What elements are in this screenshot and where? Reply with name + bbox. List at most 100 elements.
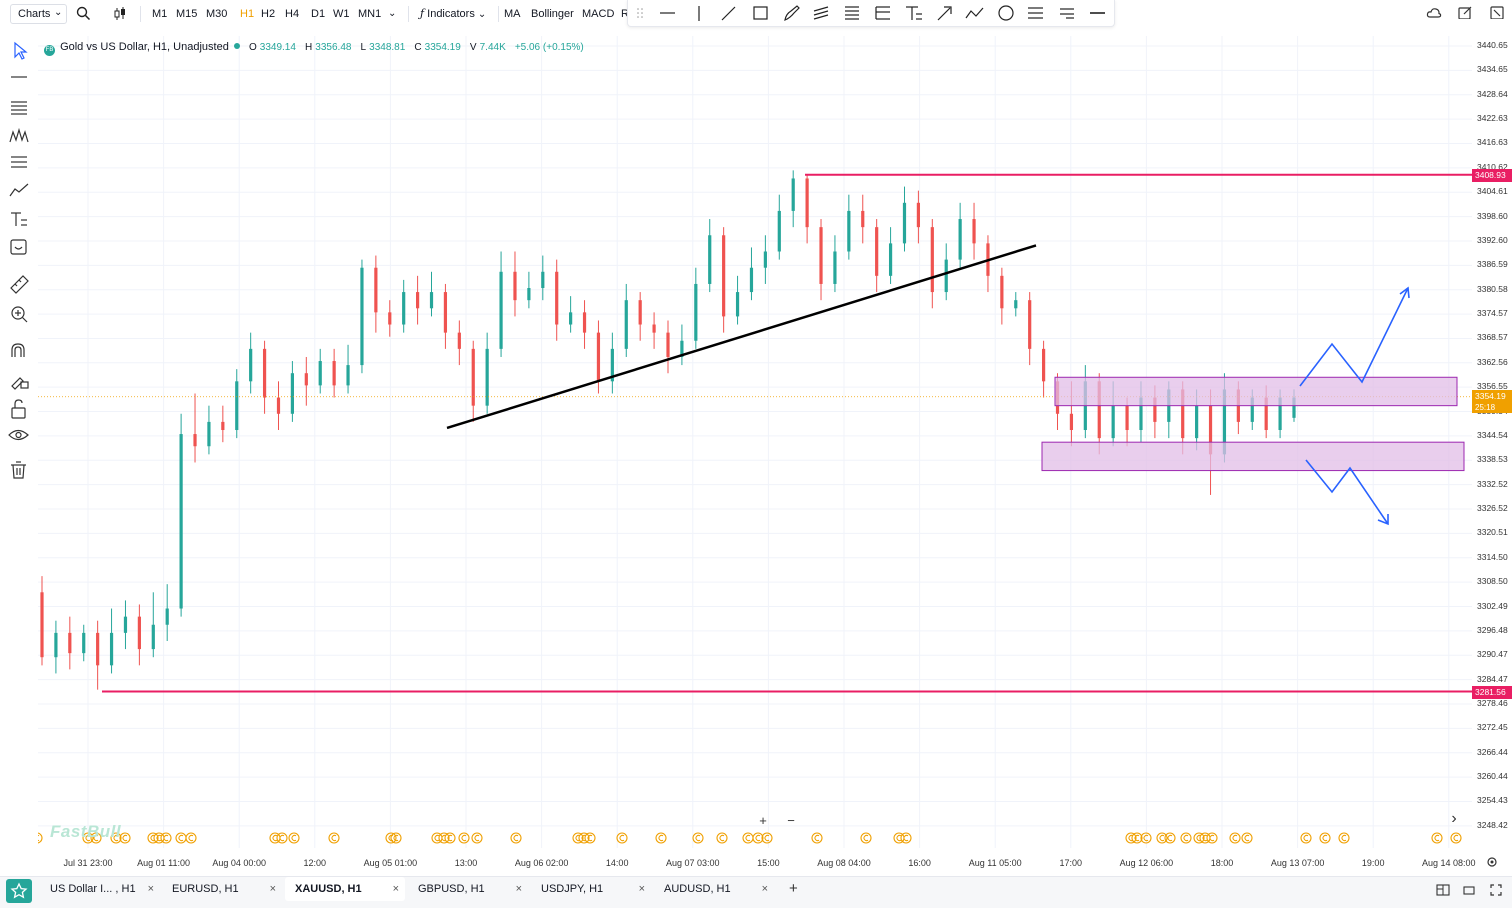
event-marker-glyph xyxy=(113,834,119,842)
candle-body xyxy=(1139,397,1143,431)
zoom-in-button[interactable]: + xyxy=(759,813,767,828)
high-value: 3356.48 xyxy=(315,42,352,53)
tab-close-icon[interactable]: × xyxy=(269,883,276,895)
candle-body xyxy=(96,632,100,666)
tab-close-icon[interactable]: × xyxy=(392,883,399,895)
event-marker-icon xyxy=(1125,832,1137,844)
time-tick-label: Aug 14 08:00 xyxy=(1422,858,1476,868)
chart-tab-1[interactable]: US Dollar I... , H1 × xyxy=(40,877,160,901)
price-tick-label: 3386.59 xyxy=(1477,259,1508,270)
chart-tab-3[interactable]: XAUUSD, H1 × xyxy=(285,877,405,901)
event-marker-glyph xyxy=(38,834,40,842)
timeframe-d1-button[interactable]: D1 xyxy=(311,8,326,20)
candle-type-icon[interactable] xyxy=(112,6,128,20)
event-marker-glyph xyxy=(1159,834,1165,842)
study-bollinger-button[interactable]: Bollinger xyxy=(531,8,574,20)
price-chart[interactable] xyxy=(38,36,1472,848)
candle-body xyxy=(165,608,169,625)
candle-body xyxy=(749,267,754,293)
indicators-button[interactable]: ƒ Indicators ⌄ xyxy=(420,7,486,21)
charts-dropdown[interactable]: Charts ⌄ xyxy=(10,4,68,24)
draw-lock-icon xyxy=(11,377,29,390)
zoom-out-button[interactable]: − xyxy=(787,813,795,828)
chart-tab-6[interactable]: AUDUSD, H1 × xyxy=(654,877,774,901)
candle-body xyxy=(888,243,893,276)
timeframe-m30-button[interactable]: M30 xyxy=(206,8,228,20)
event-marker-icon xyxy=(82,832,94,844)
fib-icon xyxy=(11,156,27,168)
tab-close-icon[interactable]: × xyxy=(761,883,768,895)
event-marker-glyph xyxy=(93,834,99,842)
candle-body xyxy=(290,373,294,414)
fastbull-logo-icon: FB xyxy=(44,45,55,56)
event-marker-glyph xyxy=(1202,834,1208,842)
timeframe-m1-button[interactable]: M1 xyxy=(152,8,168,20)
chart-tab-2[interactable]: EURUSD, H1 × xyxy=(162,877,282,901)
tab-close-icon[interactable]: × xyxy=(147,883,154,895)
price-tick-label: 3344.54 xyxy=(1477,429,1508,440)
time-axis[interactable]: Jul 31 23:00 Aug 01 11:00 Aug 04 00:00 12:0… xyxy=(38,852,1475,872)
chart-tab-5[interactable]: USDJPY, H1 × xyxy=(531,877,651,901)
symbol-title[interactable]: Gold vs US Dollar, H1, Unadjusted xyxy=(60,41,229,53)
share-icon[interactable] xyxy=(1457,5,1473,19)
settings-icon[interactable] xyxy=(1485,855,1499,869)
timeframe-more-button[interactable]: ⌄ xyxy=(388,8,397,19)
trend-line-tool-icon xyxy=(721,6,736,21)
candle-body xyxy=(1195,405,1199,439)
candle-body xyxy=(443,292,448,333)
timeframe-mn1-button[interactable]: MN1 xyxy=(358,8,382,20)
search-icon[interactable] xyxy=(76,6,91,20)
timeframe-h2-button[interactable]: H2 xyxy=(261,8,276,20)
layout-icon[interactable] xyxy=(1436,883,1450,897)
event-marker-glyph xyxy=(863,834,869,842)
favorites-button[interactable] xyxy=(6,879,32,903)
candle-body xyxy=(499,271,503,349)
time-tick-label: 18:00 xyxy=(1210,858,1234,868)
candle-body xyxy=(1278,397,1282,431)
tab-close-icon[interactable]: × xyxy=(515,883,522,895)
time-tick-label: 14:00 xyxy=(605,858,629,868)
fullscreen-icon[interactable] xyxy=(1489,5,1505,19)
price-tick-label: 3440.65 xyxy=(1477,40,1508,50)
event-marker-glyph xyxy=(695,834,701,842)
event-marker-glyph xyxy=(1183,834,1189,842)
scroll-right-button[interactable]: › xyxy=(1451,810,1457,827)
candle-body xyxy=(249,348,253,382)
candle-body xyxy=(555,271,559,325)
candle-body xyxy=(527,288,531,301)
study-truncated-button[interactable]: R xyxy=(621,8,629,20)
add-tab-button[interactable]: + xyxy=(789,880,798,897)
event-marker-icon xyxy=(444,832,456,844)
price-axis[interactable]: 3440.65 3434.65 3428.64 3422.63 3416.63 3410.… xyxy=(1472,36,1512,848)
candle-body xyxy=(1153,397,1157,422)
window-icon[interactable] xyxy=(1462,883,1476,897)
expand-icon[interactable] xyxy=(1489,883,1503,897)
arrow-tool-icon xyxy=(937,6,952,21)
event-marker-icon xyxy=(438,832,450,844)
trash-icon xyxy=(11,461,26,479)
tab-label: US Dollar I... , H1 xyxy=(50,883,136,895)
event-marker-glyph xyxy=(1453,834,1459,842)
candle-body xyxy=(513,271,517,301)
timeframe-w1-button[interactable]: W1 xyxy=(333,8,350,20)
event-marker-glyph xyxy=(1167,834,1173,842)
study-macd-button[interactable]: MACD xyxy=(582,8,615,20)
cloud-icon[interactable] xyxy=(1426,5,1442,19)
event-marker-icon xyxy=(1193,832,1205,844)
separator xyxy=(498,6,499,22)
event-marker-glyph xyxy=(291,834,297,842)
time-tick-label: Aug 08 04:00 xyxy=(817,858,871,868)
chart-tab-4[interactable]: GBPUSD, H1 × xyxy=(408,877,528,901)
timeframe-h4-button[interactable]: H4 xyxy=(285,8,300,20)
candle-body xyxy=(541,271,545,289)
candle-body xyxy=(332,361,336,386)
candle-body xyxy=(388,312,392,325)
tab-close-icon[interactable]: × xyxy=(638,883,645,895)
study-ma-button[interactable]: MA xyxy=(504,8,521,20)
timeframe-m15-button[interactable]: M15 xyxy=(176,8,198,20)
event-marker-icon xyxy=(110,832,122,844)
price-tick-label: 3272.45 xyxy=(1477,722,1508,733)
ruler-icon xyxy=(10,275,29,294)
timeframe-h1-button[interactable]: H1 xyxy=(240,8,255,20)
tab-label: USDJPY, H1 xyxy=(541,883,604,895)
